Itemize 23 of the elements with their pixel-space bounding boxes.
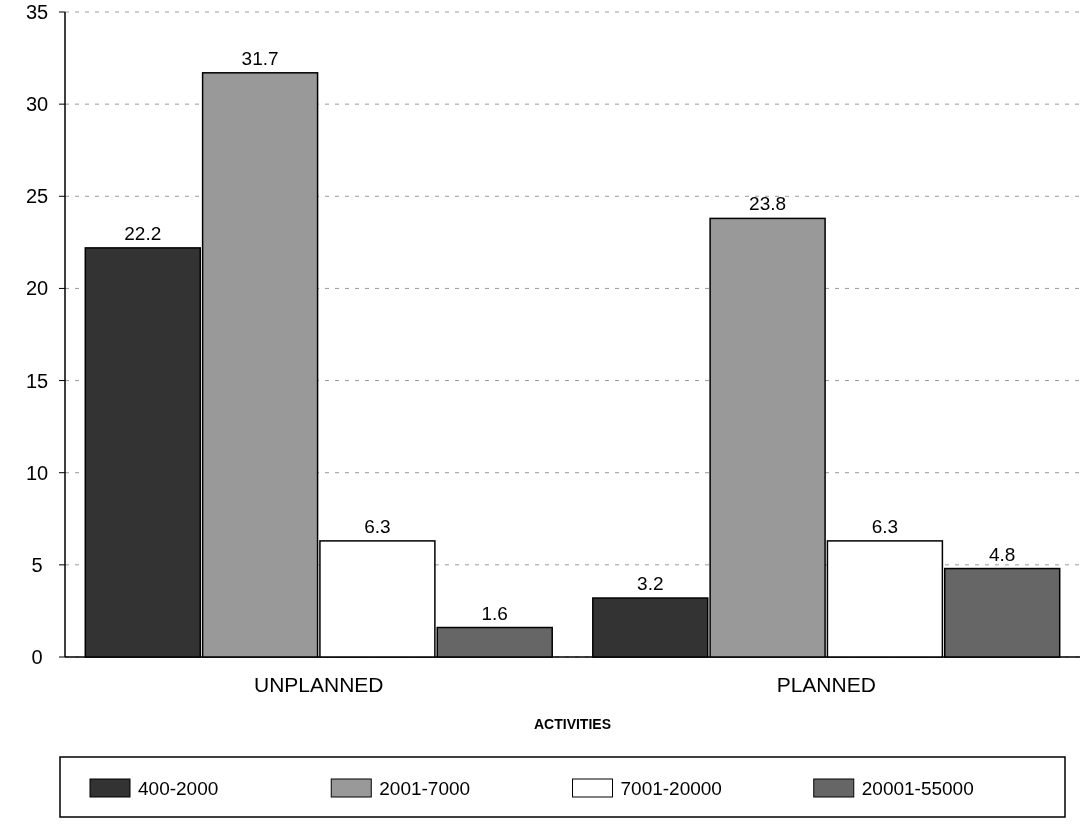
legend-label: 20001-55000: [861, 777, 974, 799]
data-label: 6.3: [871, 515, 899, 537]
data-label: 3.2: [637, 573, 664, 595]
y-tick-label: 25: [25, 185, 49, 208]
x-axis-title: ACTIVITIES: [533, 716, 612, 732]
x-tick-label: UNPLANNED: [253, 673, 384, 696]
y-tick-label: 15: [25, 369, 49, 392]
y-tick-label: 0: [31, 646, 43, 668]
data-label: 23.8: [749, 193, 787, 215]
data-label: 22.2: [124, 222, 162, 244]
y-tick-label: 35: [25, 1, 49, 23]
y-tick-label: 5: [31, 553, 43, 576]
data-label: 1.6: [481, 602, 508, 624]
x-tick-label: PLANNED: [776, 673, 876, 696]
legend-label: 400-2000: [138, 777, 219, 799]
y-tick-label: 30: [25, 93, 49, 116]
data-label: 31.7: [241, 47, 279, 69]
legend-label: 7001-20000: [620, 777, 722, 799]
y-tick-label: 10: [25, 461, 49, 484]
data-label: 6.3: [364, 515, 391, 537]
y-tick-label: 20: [25, 277, 49, 300]
legend-label: 2001-7000: [379, 777, 471, 799]
data-label: 4.8: [989, 543, 1016, 565]
